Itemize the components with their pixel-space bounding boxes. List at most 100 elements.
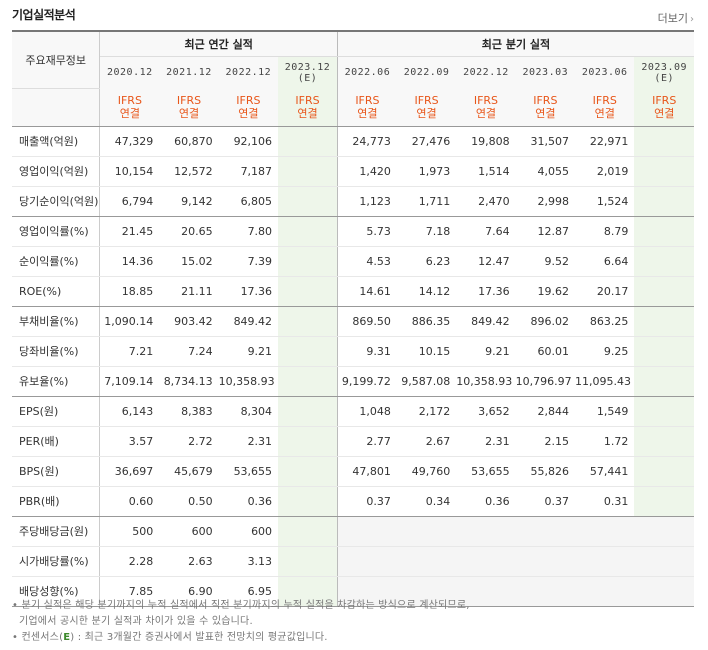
row-label: 시가배당률(%) bbox=[12, 546, 101, 577]
quarter-value bbox=[634, 216, 694, 247]
quarter-value: 1,524 bbox=[575, 186, 635, 217]
table-row: 당기순이익(억원) 6,794 9,142 6,805 1,123 1,711 2,470 2… bbox=[12, 186, 694, 217]
annual-value: 0.60 bbox=[99, 486, 160, 517]
quarter-value: 863.25 bbox=[575, 306, 635, 337]
annual-value: 36,697 bbox=[99, 456, 160, 487]
panel-header: 기업실적분석 더보기 › bbox=[0, 0, 694, 28]
annual-value: 500 bbox=[99, 516, 160, 547]
table-row: EPS(원) 6,143 8,383 8,304 1,048 2,172 3,652 2,84… bbox=[12, 396, 694, 427]
quarter-value bbox=[634, 186, 694, 217]
quarter-value: 7.64 bbox=[456, 216, 516, 247]
annual-value: 600 bbox=[159, 516, 219, 547]
basis-standard: IFRS bbox=[176, 93, 202, 107]
period-header: 2022.09 bbox=[396, 56, 457, 88]
basis-header: IFRS 연결 bbox=[99, 88, 160, 127]
annual-value bbox=[278, 336, 338, 367]
period-label: 2023.12 bbox=[284, 61, 331, 73]
table-row: 주당배당금(원) 500 600 600 bbox=[12, 516, 694, 547]
annual-value: 8,304 bbox=[218, 396, 279, 427]
quarter-value: 5.73 bbox=[336, 216, 397, 247]
basis-scope: 연결 bbox=[178, 106, 200, 120]
row-label: 유보율(%) bbox=[12, 366, 101, 397]
basis-scope: 연결 bbox=[535, 106, 556, 120]
basis-standard: IFRS bbox=[295, 93, 320, 107]
table-body: 매출액(억원) 47,329 60,870 92,106 24,773 27,476 19,… bbox=[12, 126, 694, 607]
quarter-value: 8.79 bbox=[575, 216, 635, 247]
annual-value: 15.02 bbox=[159, 246, 219, 277]
footnote-3-mark: E bbox=[63, 632, 71, 643]
annual-value: 60,870 bbox=[159, 126, 219, 157]
basis-scope: 연결 bbox=[475, 106, 497, 120]
chevron-right-icon: › bbox=[690, 14, 694, 25]
quarter-value: 2.31 bbox=[456, 426, 516, 457]
quarter-empty bbox=[456, 576, 516, 607]
annual-value: 6,143 bbox=[99, 396, 160, 427]
quarter-value: 896.02 bbox=[515, 306, 576, 337]
table-row: 당좌비율(%) 7.21 7.24 9.21 9.31 10.15 9.21 60.01 9.2… bbox=[12, 336, 694, 367]
quarter-value: 1,123 bbox=[336, 186, 397, 217]
more-label[interactable]: 더보기 bbox=[657, 12, 688, 25]
quarter-empty bbox=[336, 576, 397, 607]
annual-value: 20.65 bbox=[159, 216, 219, 247]
period-label: 2021.12 bbox=[166, 67, 212, 78]
annual-value: 47,329 bbox=[99, 126, 160, 157]
basis-header: IFRS 연결 bbox=[456, 88, 516, 127]
quarter-value bbox=[634, 366, 694, 397]
more-link[interactable]: 더보기 › bbox=[658, 10, 694, 26]
table-row: 시가배당률(%) 2.28 2.63 3.13 bbox=[12, 546, 694, 577]
period-label: 2022.09 bbox=[403, 67, 450, 78]
annual-value bbox=[278, 156, 338, 187]
annual-value bbox=[278, 126, 338, 157]
basis-row: IFRS 연결 IFRS 연결 IFRS 연결 IFRS 연결 IFRS 연결 IFRS 연결 IFRS… bbox=[12, 88, 694, 127]
basis-header: IFRS 연결 bbox=[634, 88, 694, 127]
label-column-spacer bbox=[12, 88, 101, 127]
quarter-value: 1,514 bbox=[456, 156, 516, 187]
annual-value bbox=[278, 426, 338, 457]
annual-value bbox=[278, 486, 338, 517]
quarter-value bbox=[634, 246, 694, 277]
basis-scope: 연결 bbox=[357, 106, 378, 120]
quarter-value: 12.47 bbox=[456, 246, 516, 277]
annual-value bbox=[278, 246, 338, 277]
quarter-value: 9.25 bbox=[575, 336, 635, 367]
quarter-value: 24,773 bbox=[336, 126, 397, 157]
annual-value bbox=[278, 546, 338, 577]
quarter-value: 1,420 bbox=[336, 156, 397, 187]
quarter-value: 10,796.97 bbox=[515, 366, 576, 397]
period-header: 2022.06 bbox=[336, 56, 397, 88]
annual-value bbox=[278, 396, 338, 427]
row-label: 매출액(억원) bbox=[12, 126, 101, 157]
basis-standard: IFRS bbox=[592, 93, 617, 107]
quarter-value: 22,971 bbox=[575, 126, 635, 157]
annual-value: 2.31 bbox=[218, 426, 279, 457]
quarter-value: 17.36 bbox=[456, 276, 516, 307]
annual-value: 6,805 bbox=[218, 186, 279, 217]
period-header: 2023.06 bbox=[575, 56, 635, 88]
quarter-value: 4,055 bbox=[515, 156, 576, 187]
quarter-empty bbox=[515, 576, 576, 607]
period-label: 2022.12 bbox=[463, 67, 509, 78]
annual-value: 21.11 bbox=[159, 276, 219, 307]
annual-value: 8,734.13 bbox=[159, 366, 219, 397]
quarter-empty bbox=[396, 546, 457, 577]
quarter-empty bbox=[575, 546, 635, 577]
quarter-value: 19.62 bbox=[515, 276, 576, 307]
row-label: 순이익률(%) bbox=[12, 246, 101, 277]
basis-scope: 연결 bbox=[594, 106, 615, 120]
period-header: 2023.09 (E) bbox=[634, 56, 694, 88]
period-header: 2023.12 (E) bbox=[278, 56, 338, 88]
quarter-value bbox=[634, 486, 694, 517]
period-header: 2021.12 bbox=[159, 56, 219, 88]
quarter-value: 10,358.93 bbox=[456, 366, 516, 397]
quarter-value: 1,973 bbox=[396, 156, 457, 187]
quarter-value: 49,760 bbox=[396, 456, 457, 487]
annual-value: 7.39 bbox=[218, 246, 279, 277]
table-row: ROE(%) 18.85 21.11 17.36 14.61 14.12 17.36 19.6… bbox=[12, 276, 694, 307]
annual-value: 849.42 bbox=[218, 306, 279, 337]
estimate-mark: (E) bbox=[654, 72, 674, 84]
footnote-3: • 컨센서스(E) : 최근 3개월간 증권사에서 발표한 전망치의 평균값입니… bbox=[12, 632, 328, 643]
period-label: 2020.12 bbox=[107, 67, 153, 78]
annual-value: 0.36 bbox=[218, 486, 279, 517]
quarter-value: 6.64 bbox=[575, 246, 635, 277]
quarter-value: 27,476 bbox=[396, 126, 457, 157]
